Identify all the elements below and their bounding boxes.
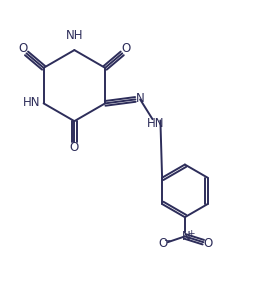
Text: O: O [203, 237, 213, 250]
Text: HN: HN [23, 96, 41, 108]
Text: N: N [182, 230, 190, 243]
Text: O: O [158, 237, 168, 250]
Text: HN: HN [146, 117, 164, 130]
Text: NH: NH [66, 29, 83, 42]
Text: O: O [18, 42, 27, 55]
Text: O: O [122, 42, 131, 55]
Text: −: − [163, 235, 171, 244]
Text: O: O [70, 141, 79, 154]
Text: N: N [136, 92, 145, 104]
Text: +: + [187, 229, 194, 238]
